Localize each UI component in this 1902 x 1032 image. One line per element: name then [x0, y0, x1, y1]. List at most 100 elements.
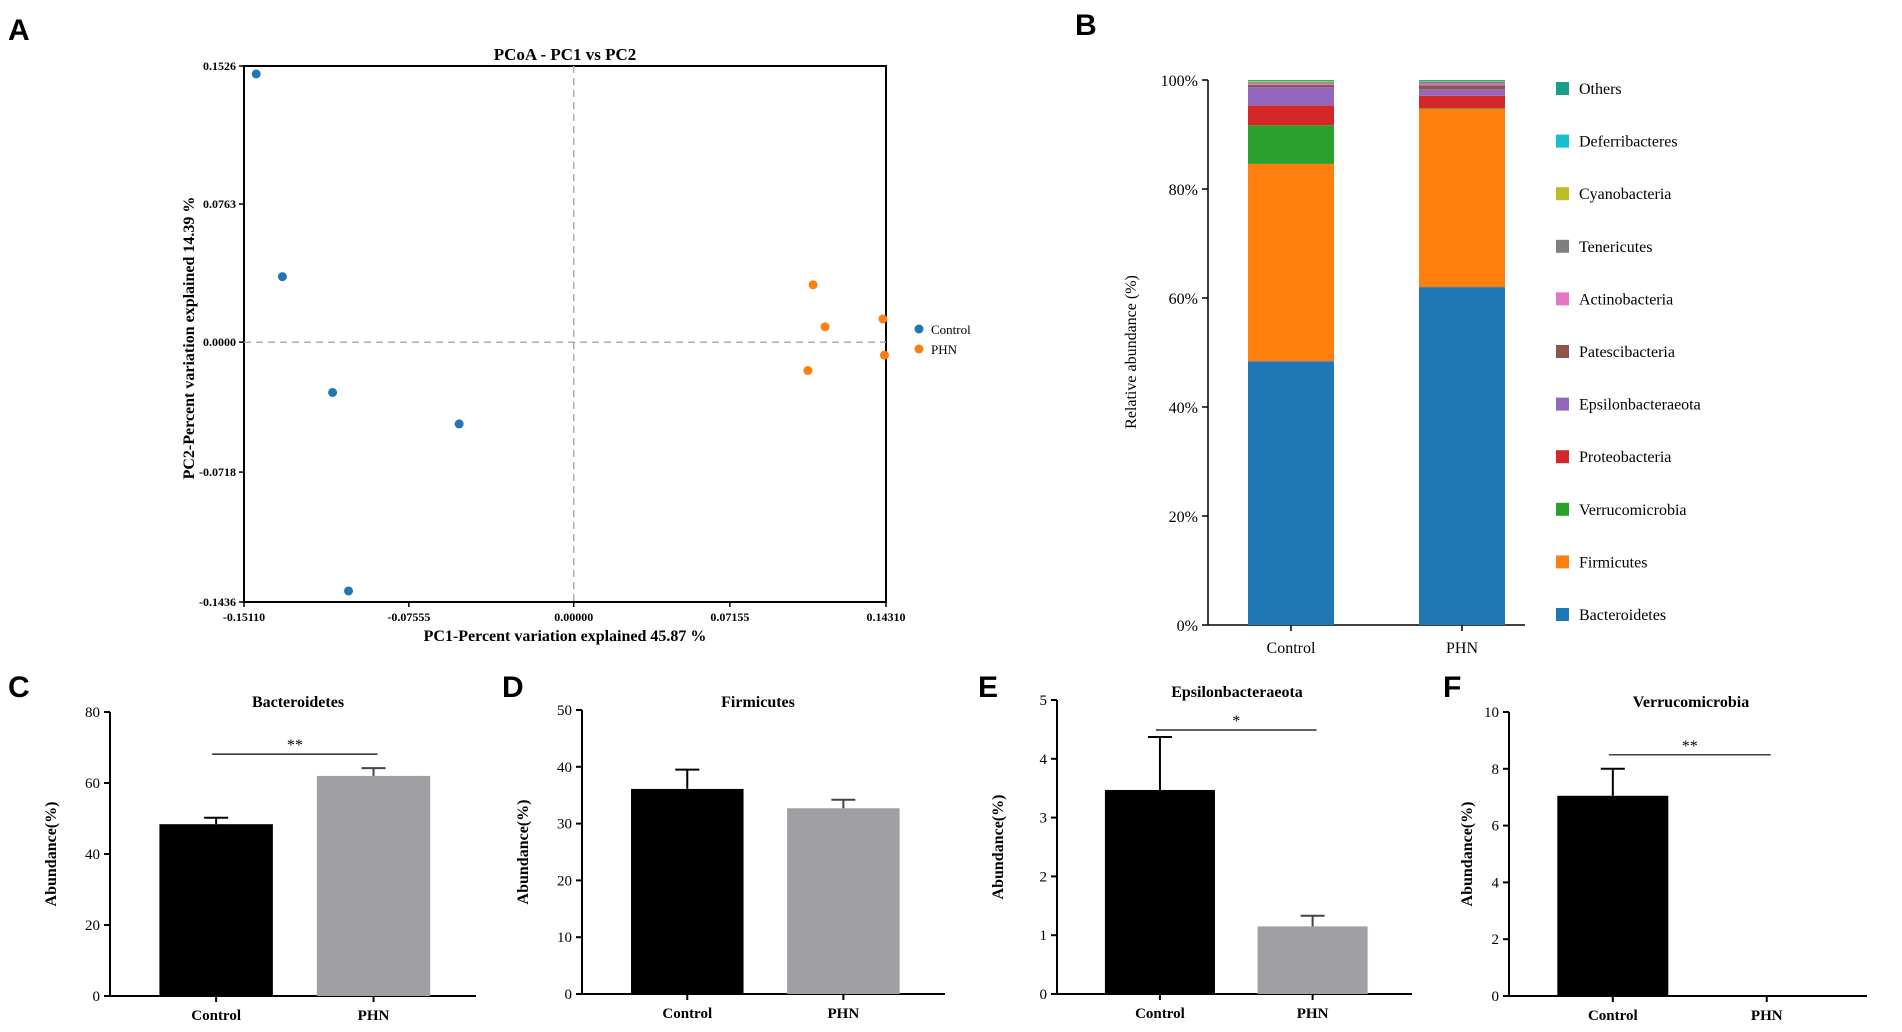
- bacteroidetes-bar-control: [159, 824, 273, 996]
- legend-label-verrucomicrobia: Verrucomicrobia: [1579, 502, 1687, 519]
- legend-label-phn: PHN: [931, 342, 958, 357]
- legend-label-others: Others: [1579, 81, 1622, 98]
- verrucomicrobia-significance-mark: **: [1682, 738, 1698, 755]
- firmicutes-bar-chart: Firmicutes Abundance(%) 0 10 20 30 40 50 Control…: [515, 694, 945, 1022]
- verrucomicrobia-bar-control: [1557, 795, 1669, 996]
- stacked-category-phn: PHN: [1446, 640, 1478, 657]
- firmicutes-y-tick-label: 0: [565, 987, 573, 1003]
- epsilonbacteraeota-y-tick-label: 0: [1040, 987, 1048, 1003]
- verrucomicrobia-category-control: Control: [1588, 1008, 1638, 1024]
- stacked-segment-phn-deferribacteres: [1419, 80, 1505, 82]
- stacked-segment-control-bacteroidetes: [1248, 361, 1334, 625]
- pcoa-x-tick-label: -0.15110: [223, 610, 265, 624]
- stacked-segment-phn-verrucomicrobia: [1419, 108, 1505, 109]
- relative-abundance-stacked-chart: Relative abundance (%) 0% 20% 40% 60% 80% 100…: [1123, 73, 1701, 657]
- legend-label-bacteroidetes: Bacteroidetes: [1579, 607, 1666, 624]
- panel-letter-d: D: [502, 671, 524, 704]
- bacteroidetes-y-tick-label: 0: [93, 989, 101, 1005]
- stacked-segment-control-epsilonbacteraeota: [1248, 87, 1334, 106]
- stacked-segment-phn-tenericutes: [1419, 81, 1505, 84]
- stacked-y-ticks: 0% 20% 40% 60% 80% 100%: [1161, 73, 1208, 635]
- verrucomicrobia-y-tick-label: 6: [1492, 819, 1500, 835]
- stacked-segment-phn-cyanobacteria: [1419, 81, 1505, 82]
- bacteroidetes-bar-phn: [316, 775, 431, 996]
- stacked-y-tick-label: 60%: [1169, 291, 1198, 308]
- stacked-segment-control-proteobacteria: [1248, 105, 1334, 126]
- pcoa-legend: Control PHN: [914, 322, 971, 357]
- stacked-segment-control-actinobacteria: [1248, 83, 1334, 85]
- pcoa-point-phn: [820, 322, 830, 332]
- pcoa-y-tick-label: 0.0763: [203, 197, 236, 211]
- verrucomicrobia-category-phn: PHN: [1751, 1008, 1783, 1024]
- stacked-segment-phn-proteobacteria: [1419, 95, 1505, 109]
- legend-label-tenericutes: Tenericutes: [1579, 239, 1653, 256]
- panel-letter-c: C: [8, 671, 30, 704]
- bacteroidetes-y-tick-label: 40: [85, 847, 100, 863]
- pcoa-x-tick-label: -0.07555: [387, 610, 430, 624]
- verrucomicrobia-y-tick-label: 4: [1492, 875, 1500, 891]
- panel-letter-b: B: [1075, 9, 1097, 42]
- stacked-segment-control-verrucomicrobia: [1248, 125, 1334, 164]
- stacked-bars: [1248, 80, 1505, 625]
- stacked-y-axis-label: Relative abundance (%): [1123, 275, 1140, 429]
- verrucomicrobia-y-tick-label: 8: [1492, 762, 1500, 778]
- pcoa-x-tick-label: 0.07155: [710, 610, 749, 624]
- pcoa-y-axis-label: PC2-Percent variation explained 14.39 %: [181, 197, 198, 480]
- verrucomicrobia-y-tick-label: 0: [1492, 989, 1500, 1005]
- firmicutes-y-axis-label: Abundance(%): [515, 800, 532, 905]
- stacked-segment-phn-actinobacteria: [1419, 83, 1505, 86]
- stacked-segment-control-deferribacteres: [1248, 80, 1334, 82]
- epsilonbacteraeota-category-control: Control: [1135, 1006, 1185, 1022]
- pcoa-y-tick-label: -0.1436: [199, 595, 236, 609]
- stacked-y-tick-label: 20%: [1169, 509, 1198, 526]
- stacked-y-tick-label: 80%: [1169, 182, 1198, 199]
- pcoa-point-phn: [878, 314, 888, 324]
- firmicutes-bar-phn: [787, 808, 900, 994]
- epsilonbacteraeota-y-tick-label: 3: [1040, 811, 1048, 827]
- bacteroidetes-category-phn: PHN: [358, 1008, 390, 1024]
- stacked-segment-control-patescibacteria: [1248, 84, 1334, 88]
- bacteroidetes-category-control: Control: [191, 1008, 241, 1024]
- stacked-y-tick-label: 40%: [1169, 400, 1198, 417]
- epsilonbacteraeota-bar-phn: [1257, 926, 1368, 994]
- epsilonbacteraeota-y-tick-label: 2: [1040, 869, 1048, 885]
- bacteroidetes-title: Bacteroidetes: [252, 694, 344, 711]
- stacked-segment-control-others: [1248, 80, 1334, 81]
- pcoa-scatter-chart: PCoA - PC1 vs PC2 PC1-Percent variation …: [181, 45, 971, 645]
- stacked-segment-phn-firmicutes: [1419, 108, 1505, 288]
- legend-marker-phn: [914, 344, 924, 354]
- verrucomicrobia-title: Verrucomicrobia: [1633, 694, 1749, 711]
- epsilonbacteraeota-y-tick-label: 5: [1040, 693, 1048, 709]
- pcoa-point-control: [251, 69, 261, 79]
- firmicutes-title: Firmicutes: [721, 694, 795, 711]
- bacteroidetes-y-axis-label: Abundance(%): [43, 802, 60, 907]
- firmicutes-category-control: Control: [662, 1006, 712, 1022]
- stacked-segment-control-cyanobacteria: [1248, 81, 1334, 83]
- stacked-y-tick-label: 0%: [1177, 618, 1198, 635]
- stacked-segment-control-firmicutes: [1248, 163, 1334, 362]
- stacked-segment-phn-others: [1419, 80, 1505, 81]
- legend-label-epsilonbacteraeota: Epsilonbacteraeota: [1579, 397, 1701, 414]
- pcoa-y-tick-label: 0.0000: [203, 335, 236, 349]
- firmicutes-category-phn: PHN: [828, 1006, 860, 1022]
- firmicutes-y-tick-label: 30: [557, 817, 572, 833]
- legend-label-firmicutes: Firmicutes: [1579, 554, 1647, 571]
- pcoa-y-tick-label: 0.1526: [203, 59, 236, 73]
- panel-letter-a: A: [8, 14, 30, 47]
- stacked-category-control: Control: [1267, 640, 1316, 657]
- epsilonbacteraeota-y-axis-label: Abundance(%): [990, 795, 1007, 900]
- pcoa-plot-frame: [243, 65, 887, 603]
- verrucomicrobia-y-axis-label: Abundance(%): [1459, 802, 1476, 907]
- legend-swatch-tenericutes: [1556, 239, 1569, 253]
- legend-label-control: Control: [931, 322, 971, 337]
- bacteroidetes-y-tick-label: 20: [85, 918, 100, 934]
- firmicutes-y-tick-label: 50: [557, 703, 572, 719]
- epsilonbacteraeota-y-tick-label: 4: [1040, 752, 1048, 768]
- legend-label-patescibacteria: Patescibacteria: [1579, 344, 1675, 361]
- panel-letter-f: F: [1443, 671, 1461, 704]
- legend-swatch-others: [1556, 82, 1569, 95]
- legend-label-cyanobacteria: Cyanobacteria: [1579, 186, 1671, 203]
- legend-label-deferribacteres: Deferribacteres: [1579, 134, 1678, 151]
- pcoa-point-phn: [803, 366, 813, 376]
